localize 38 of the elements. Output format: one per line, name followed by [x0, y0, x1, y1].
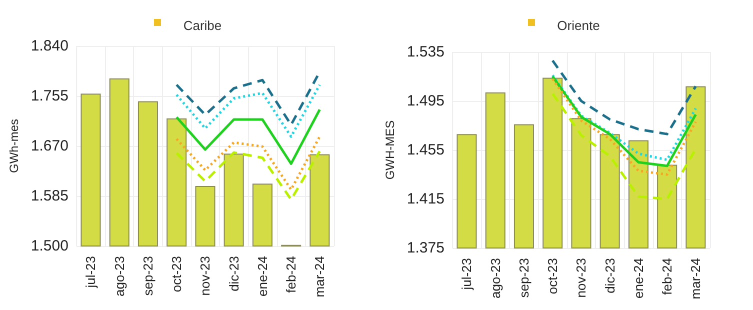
x-tick-label: nov-23 [574, 258, 589, 298]
x-tick-label: mar-24 [312, 256, 328, 298]
y-axis-title: GWH-MES [383, 120, 397, 180]
x-tick-label: jul-23 [459, 258, 474, 291]
y-tick-label: 1.455 [406, 142, 444, 158]
x-tick-label: jul-23 [83, 256, 98, 289]
chart-title: Caribe [183, 18, 222, 33]
y-tick-label: 1.670 [30, 138, 68, 154]
line-series [175, 135, 321, 191]
y-tick-label: 1.495 [406, 92, 444, 110]
x-tick-label: ago-23 [488, 258, 503, 298]
line-series [175, 150, 321, 201]
x-tick-label: ago-23 [112, 256, 127, 296]
y-tick-label: 1.585 [30, 188, 68, 204]
y-axis-title: GWh-mes [7, 119, 21, 173]
line-series [175, 108, 321, 165]
x-tick-label: feb-24 [284, 256, 299, 293]
x-tick-label: dic-23 [226, 256, 242, 292]
x-tick-label: ene-24 [630, 258, 646, 298]
x-tick-label: oct-23 [169, 256, 184, 292]
y-tick-label: 1.415 [406, 190, 444, 208]
line-series [175, 84, 321, 138]
x-tick-label: mar-24 [688, 258, 704, 300]
x-tick-label: oct-23 [545, 258, 560, 294]
y-tick-label: 1.375 [406, 240, 444, 256]
y-tick-label: 1.500 [30, 238, 68, 254]
x-tick-label: sep-23 [140, 256, 156, 296]
x-tick-label: feb-24 [660, 258, 675, 295]
line-series [551, 92, 697, 200]
y-tick-label: 1.755 [30, 88, 68, 104]
x-tick-label: nov-23 [198, 256, 213, 296]
x-tick-label: ene-24 [254, 256, 270, 296]
x-tick-label: dic-23 [602, 258, 618, 294]
y-tick-label: 1.535 [406, 44, 444, 60]
chart-title: Oriente [557, 18, 600, 33]
line-series [551, 59, 697, 136]
x-tick-label: sep-23 [516, 258, 532, 298]
y-tick-label: 1.840 [30, 38, 68, 54]
